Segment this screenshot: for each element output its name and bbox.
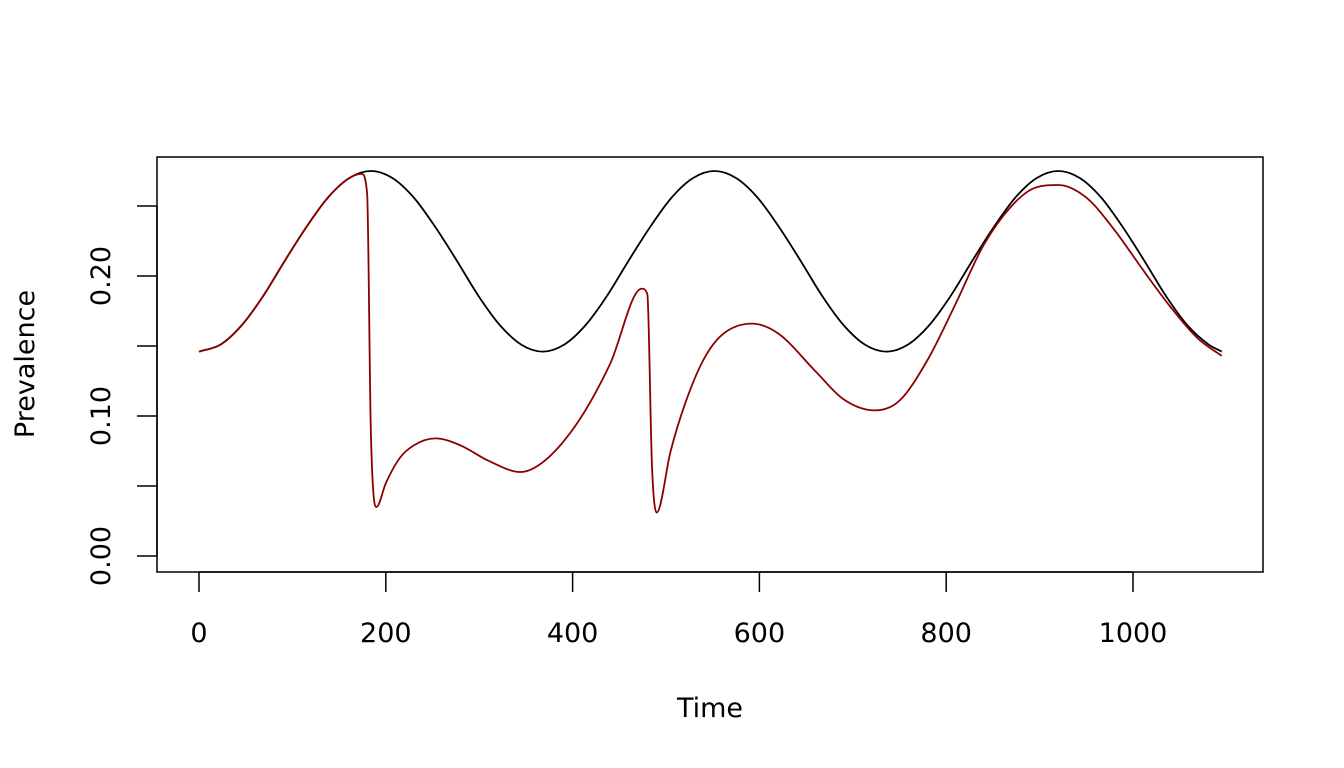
x-tick-label: 200 xyxy=(360,618,412,649)
series-line-red xyxy=(198,172,1223,514)
y-axis: 0.00 0.10 0.20 xyxy=(86,205,158,586)
y-axis-label: Prevalence xyxy=(10,290,41,438)
plot-box xyxy=(156,156,1264,573)
x-tick-label: 1000 xyxy=(1099,618,1168,649)
x-tick-label: 0 xyxy=(190,618,207,649)
series-line-black xyxy=(198,170,1223,353)
x-axis-label: Time xyxy=(676,693,743,724)
y-tick-label: 0.00 xyxy=(86,526,117,586)
y-tick-label: 0.20 xyxy=(86,246,117,306)
x-tick-label: 800 xyxy=(920,618,972,649)
x-axis: 0 200 400 600 800 1000 xyxy=(190,571,1168,649)
y-tick-label: 0.10 xyxy=(86,386,117,446)
x-tick-label: 600 xyxy=(734,618,786,649)
x-tick-label: 400 xyxy=(547,618,599,649)
series-layer xyxy=(198,170,1223,514)
